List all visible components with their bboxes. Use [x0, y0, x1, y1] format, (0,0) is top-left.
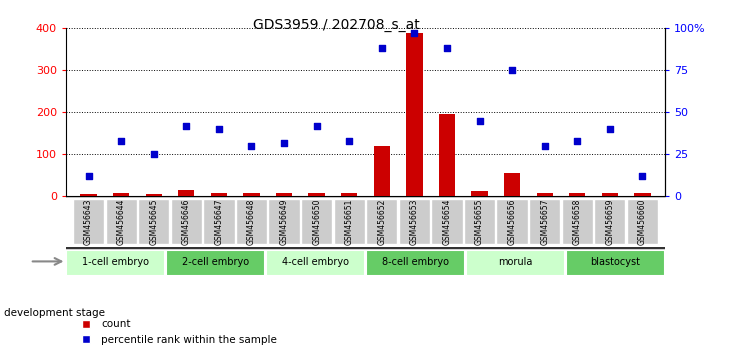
Text: 4-cell embryo: 4-cell embryo	[282, 257, 349, 267]
Point	[344, 138, 355, 144]
Text: GSM456648: GSM456648	[247, 198, 256, 245]
Bar	[243, 193, 260, 196]
Text: GSM456653: GSM456653	[410, 198, 419, 245]
FancyBboxPatch shape	[464, 199, 495, 244]
Text: GSM456659: GSM456659	[605, 198, 614, 245]
Point	[181, 123, 192, 129]
Point	[376, 46, 387, 51]
Text: GSM456654: GSM456654	[442, 198, 452, 245]
Legend: count, percentile rank within the sample: count, percentile rank within the sample	[71, 315, 281, 349]
Bar	[145, 194, 162, 196]
Bar	[308, 193, 325, 196]
FancyBboxPatch shape	[626, 199, 658, 244]
Text: GSM456652: GSM456652	[377, 198, 386, 245]
Text: GSM456649: GSM456649	[279, 198, 289, 245]
Point	[115, 138, 127, 144]
Bar	[439, 114, 455, 196]
FancyBboxPatch shape	[561, 199, 593, 244]
FancyBboxPatch shape	[268, 199, 300, 244]
FancyBboxPatch shape	[171, 199, 202, 244]
Point	[637, 173, 648, 179]
FancyBboxPatch shape	[236, 199, 267, 244]
Text: 1-cell embryo: 1-cell embryo	[83, 257, 149, 267]
Bar	[406, 33, 423, 196]
Bar	[602, 193, 618, 196]
Text: 8-cell embryo: 8-cell embryo	[382, 257, 449, 267]
Text: GSM456658: GSM456658	[573, 198, 582, 245]
Text: GSM456660: GSM456660	[638, 198, 647, 245]
FancyBboxPatch shape	[594, 199, 626, 244]
FancyBboxPatch shape	[398, 199, 430, 244]
Bar	[80, 194, 96, 196]
Bar	[211, 193, 227, 196]
Text: GSM456657: GSM456657	[540, 198, 549, 245]
Text: GSM456656: GSM456656	[507, 198, 517, 245]
Point	[148, 152, 159, 157]
Point	[83, 173, 94, 179]
Point	[279, 140, 290, 145]
Bar	[374, 146, 390, 196]
FancyBboxPatch shape	[138, 199, 170, 244]
Point	[474, 118, 485, 124]
FancyBboxPatch shape	[431, 199, 463, 244]
FancyBboxPatch shape	[73, 199, 105, 244]
Bar	[276, 193, 292, 196]
FancyBboxPatch shape	[301, 199, 333, 244]
Bar	[113, 193, 129, 196]
FancyBboxPatch shape	[366, 199, 398, 244]
Text: GSM456650: GSM456650	[312, 198, 321, 245]
Point	[539, 143, 550, 149]
Text: GSM456643: GSM456643	[84, 198, 93, 245]
FancyBboxPatch shape	[105, 199, 137, 244]
Text: GSM456655: GSM456655	[475, 198, 484, 245]
Bar	[341, 193, 357, 196]
FancyBboxPatch shape	[67, 250, 165, 275]
Text: GSM456651: GSM456651	[345, 198, 354, 245]
FancyBboxPatch shape	[167, 250, 265, 275]
FancyBboxPatch shape	[496, 199, 528, 244]
Text: GDS3959 / 202708_s_at: GDS3959 / 202708_s_at	[253, 18, 420, 32]
FancyBboxPatch shape	[366, 250, 465, 275]
Bar	[504, 173, 520, 196]
Point	[572, 138, 583, 144]
Bar	[569, 193, 586, 196]
Bar	[635, 193, 651, 196]
Point	[441, 46, 452, 51]
FancyBboxPatch shape	[266, 250, 365, 275]
Text: blastocyst: blastocyst	[590, 257, 640, 267]
FancyBboxPatch shape	[466, 250, 564, 275]
Point	[507, 68, 518, 73]
Bar	[178, 190, 194, 196]
Point	[409, 30, 420, 36]
Text: GSM456646: GSM456646	[182, 198, 191, 245]
Text: development stage: development stage	[4, 308, 105, 318]
Point	[311, 123, 322, 129]
Point	[246, 143, 257, 149]
Bar	[471, 191, 488, 196]
Point	[213, 126, 224, 132]
Text: morula: morula	[498, 257, 533, 267]
FancyBboxPatch shape	[566, 250, 664, 275]
Text: GSM456644: GSM456644	[117, 198, 126, 245]
Text: GSM456645: GSM456645	[149, 198, 158, 245]
Point	[604, 126, 616, 132]
Text: 2-cell embryo: 2-cell embryo	[182, 257, 249, 267]
Text: GSM456647: GSM456647	[214, 198, 224, 245]
Bar	[537, 193, 553, 196]
FancyBboxPatch shape	[203, 199, 235, 244]
FancyBboxPatch shape	[333, 199, 365, 244]
FancyBboxPatch shape	[529, 199, 561, 244]
